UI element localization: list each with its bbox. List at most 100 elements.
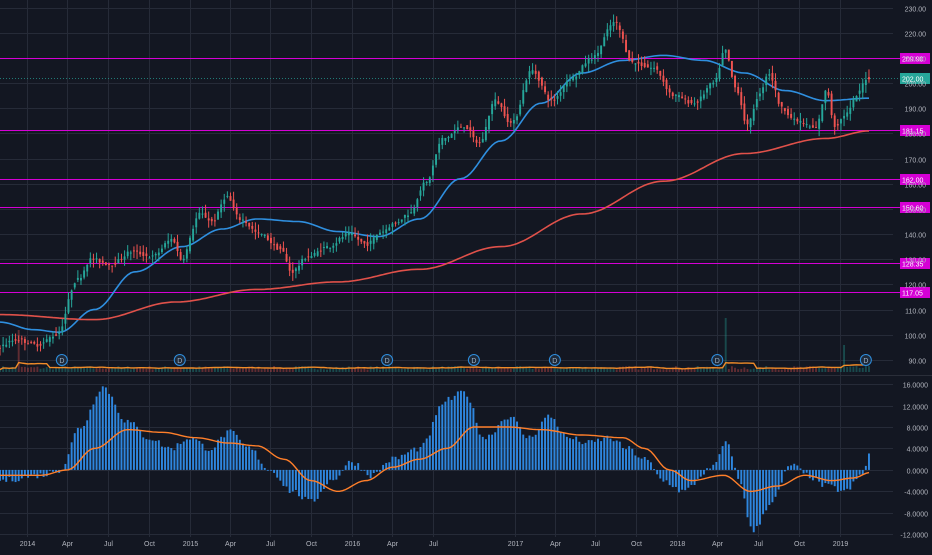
volume-bar — [615, 369, 618, 372]
horizontal-levels[interactable]: 209.90 181.15 162.00 150.60 128.35 117.05 202.… — [0, 53, 930, 298]
volume-bar — [316, 369, 319, 372]
volume-bar — [519, 366, 522, 372]
oscillator-pane[interactable] — [0, 376, 893, 537]
candle-body — [503, 106, 506, 117]
volume-bar — [279, 367, 282, 372]
volume-bar — [569, 367, 571, 372]
candle-body — [793, 118, 796, 120]
dividend-marker[interactable] — [467, 354, 480, 366]
volume-bar — [104, 369, 107, 372]
dividend-marker[interactable] — [381, 354, 394, 366]
time-axis[interactable]: 2014 Apr Jul Oct 2015 Apr Jul Oct 2016 Apr Jul 2017… — [20, 541, 849, 548]
volume-bar — [640, 366, 643, 372]
histogram-bar — [431, 421, 434, 470]
histogram-bar — [569, 438, 571, 470]
oscillator-axis[interactable]: -12.0000 -8.0000 -4.0000 0.0000 4.0000 8.0000… — [900, 383, 928, 540]
level-badge — [900, 258, 930, 269]
histogram-bar — [843, 469, 846, 491]
volume-bar — [653, 369, 656, 372]
volume-bar — [618, 366, 621, 372]
volume-bar — [537, 369, 540, 372]
volume-bar — [251, 366, 254, 372]
price-pane[interactable]: 209.90 181.15 162.00 150.60 128.35 117.05 202.… — [0, 0, 930, 375]
histogram-bar — [319, 469, 322, 492]
candle-body — [213, 220, 216, 222]
volume-bar — [435, 369, 438, 372]
histogram-bar — [777, 469, 780, 490]
candle-body — [438, 143, 441, 153]
volume-bar — [403, 368, 406, 372]
candle-body — [347, 232, 350, 236]
price-axis[interactable]: 90.00 100.00 110.00 120.00 130.00 140.00 150.0… — [905, 7, 927, 366]
candle-body — [48, 337, 51, 342]
volume-bar — [793, 366, 796, 372]
volume-bar — [843, 345, 846, 372]
candle-body — [839, 119, 842, 124]
candle-body — [519, 104, 522, 115]
candle-body — [89, 258, 92, 264]
candlesticks[interactable] — [0, 14, 870, 356]
candle-body — [375, 234, 378, 240]
histogram-bar — [123, 422, 126, 470]
volume-bar — [58, 367, 61, 372]
volume-bar — [687, 367, 690, 372]
dividend-marker[interactable] — [173, 354, 186, 366]
volume-bar — [310, 366, 313, 372]
histogram-bar — [849, 469, 852, 490]
candle-body — [659, 70, 662, 76]
volume-bar — [649, 366, 652, 372]
candle-body — [715, 77, 718, 82]
volume-bar — [148, 366, 151, 372]
dividend-marker[interactable] — [55, 354, 68, 366]
candle-body — [270, 237, 272, 244]
histogram-bar — [148, 439, 151, 470]
candle-body — [864, 79, 867, 85]
volume-bar — [136, 367, 139, 372]
volume-bar — [372, 367, 375, 372]
candle-body — [833, 115, 836, 127]
candle-body — [322, 246, 325, 248]
candle-body — [307, 256, 310, 258]
candle-body — [593, 55, 596, 59]
volume-bar — [270, 369, 272, 372]
candle-body — [238, 217, 241, 220]
volume-bar — [531, 368, 534, 372]
volume-bar — [73, 366, 76, 372]
price-tick-label: 190.00 — [905, 107, 927, 114]
histogram-bar — [500, 421, 503, 470]
volume-bar — [593, 367, 596, 372]
histogram-bar — [625, 449, 627, 470]
histogram-bar — [23, 469, 26, 476]
candle-body — [600, 45, 603, 55]
volume-bar — [189, 367, 191, 372]
candle-body — [525, 80, 528, 92]
volume-bar — [366, 369, 369, 372]
dividend-marker[interactable] — [859, 354, 872, 366]
candle-body — [335, 243, 338, 246]
histogram-bar — [298, 469, 300, 497]
volume-bar — [678, 368, 680, 372]
candle-body — [805, 124, 808, 126]
histogram-bar — [136, 426, 139, 470]
candle-body — [565, 81, 568, 87]
dividend-marker[interactable] — [711, 354, 724, 366]
volume-bar — [528, 366, 531, 372]
histogram-bar — [702, 469, 705, 475]
volume-bar — [217, 367, 219, 372]
volume-bar — [139, 367, 142, 372]
histogram-bar — [444, 401, 447, 470]
volume-bar — [89, 366, 92, 372]
dividend-marker[interactable] — [548, 354, 561, 366]
histogram-bar — [164, 447, 167, 470]
volume-bar — [572, 367, 575, 372]
histogram-bar — [104, 387, 107, 470]
histogram-bar — [235, 434, 238, 470]
histogram-bar — [139, 430, 142, 470]
candle-body — [192, 228, 195, 241]
candle-body — [11, 340, 14, 342]
candle-body — [363, 241, 366, 244]
candle-body — [668, 88, 671, 93]
